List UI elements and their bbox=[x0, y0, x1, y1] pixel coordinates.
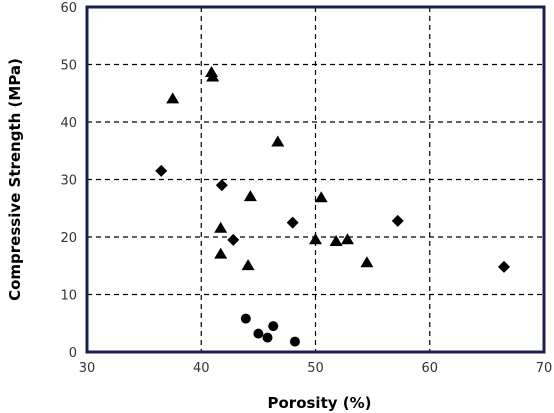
diamond-marker bbox=[391, 214, 404, 227]
diamond-marker bbox=[215, 179, 228, 192]
triangle-marker bbox=[360, 256, 374, 268]
circle-marker bbox=[262, 332, 273, 343]
circle-marker bbox=[253, 328, 264, 339]
diamond-marker bbox=[155, 164, 168, 177]
x-tick-label: 40 bbox=[193, 361, 210, 376]
triangle-marker bbox=[214, 247, 228, 259]
y-tick-label: 30 bbox=[60, 174, 77, 189]
y-tick-label: 10 bbox=[60, 289, 77, 304]
y-axis-title: Compressive Strength (MPa) bbox=[6, 58, 24, 301]
triangle-marker bbox=[340, 233, 354, 245]
x-tick-label: 50 bbox=[307, 361, 324, 376]
triangle-marker bbox=[309, 233, 322, 245]
x-tick-labels: 30 40 50 60 70 bbox=[79, 361, 553, 376]
triangle-marker bbox=[206, 70, 220, 82]
circle-marker bbox=[240, 313, 251, 324]
diamond-marker bbox=[227, 233, 240, 246]
x-axis-title: Porosity (%) bbox=[268, 394, 372, 412]
triangle-marker bbox=[241, 259, 255, 271]
y-tick-labels: 0 10 20 30 40 50 60 bbox=[60, 1, 77, 361]
x-tick-label: 30 bbox=[79, 361, 96, 376]
circle-marker bbox=[289, 336, 300, 347]
grid-lines bbox=[87, 7, 544, 352]
y-tick-label: 0 bbox=[69, 346, 77, 361]
x-tick-label: 60 bbox=[421, 361, 438, 376]
x-tick-label: 70 bbox=[536, 361, 553, 376]
triangle-marker bbox=[271, 135, 285, 147]
diamond-marker bbox=[286, 216, 299, 229]
y-tick-label: 20 bbox=[60, 231, 77, 246]
y-tick-label: 60 bbox=[60, 1, 77, 16]
triangle-marker bbox=[214, 221, 228, 233]
y-tick-label: 40 bbox=[60, 116, 77, 131]
diamond-marker bbox=[498, 260, 511, 273]
triangle-marker bbox=[243, 190, 257, 202]
plot-area-border bbox=[85, 5, 546, 354]
triangle-marker bbox=[166, 92, 180, 104]
triangle-marker bbox=[314, 191, 328, 203]
triangle-marker bbox=[329, 235, 343, 246]
y-tick-label: 50 bbox=[60, 59, 77, 74]
circle-marker bbox=[268, 321, 279, 332]
data-markers bbox=[155, 65, 511, 347]
